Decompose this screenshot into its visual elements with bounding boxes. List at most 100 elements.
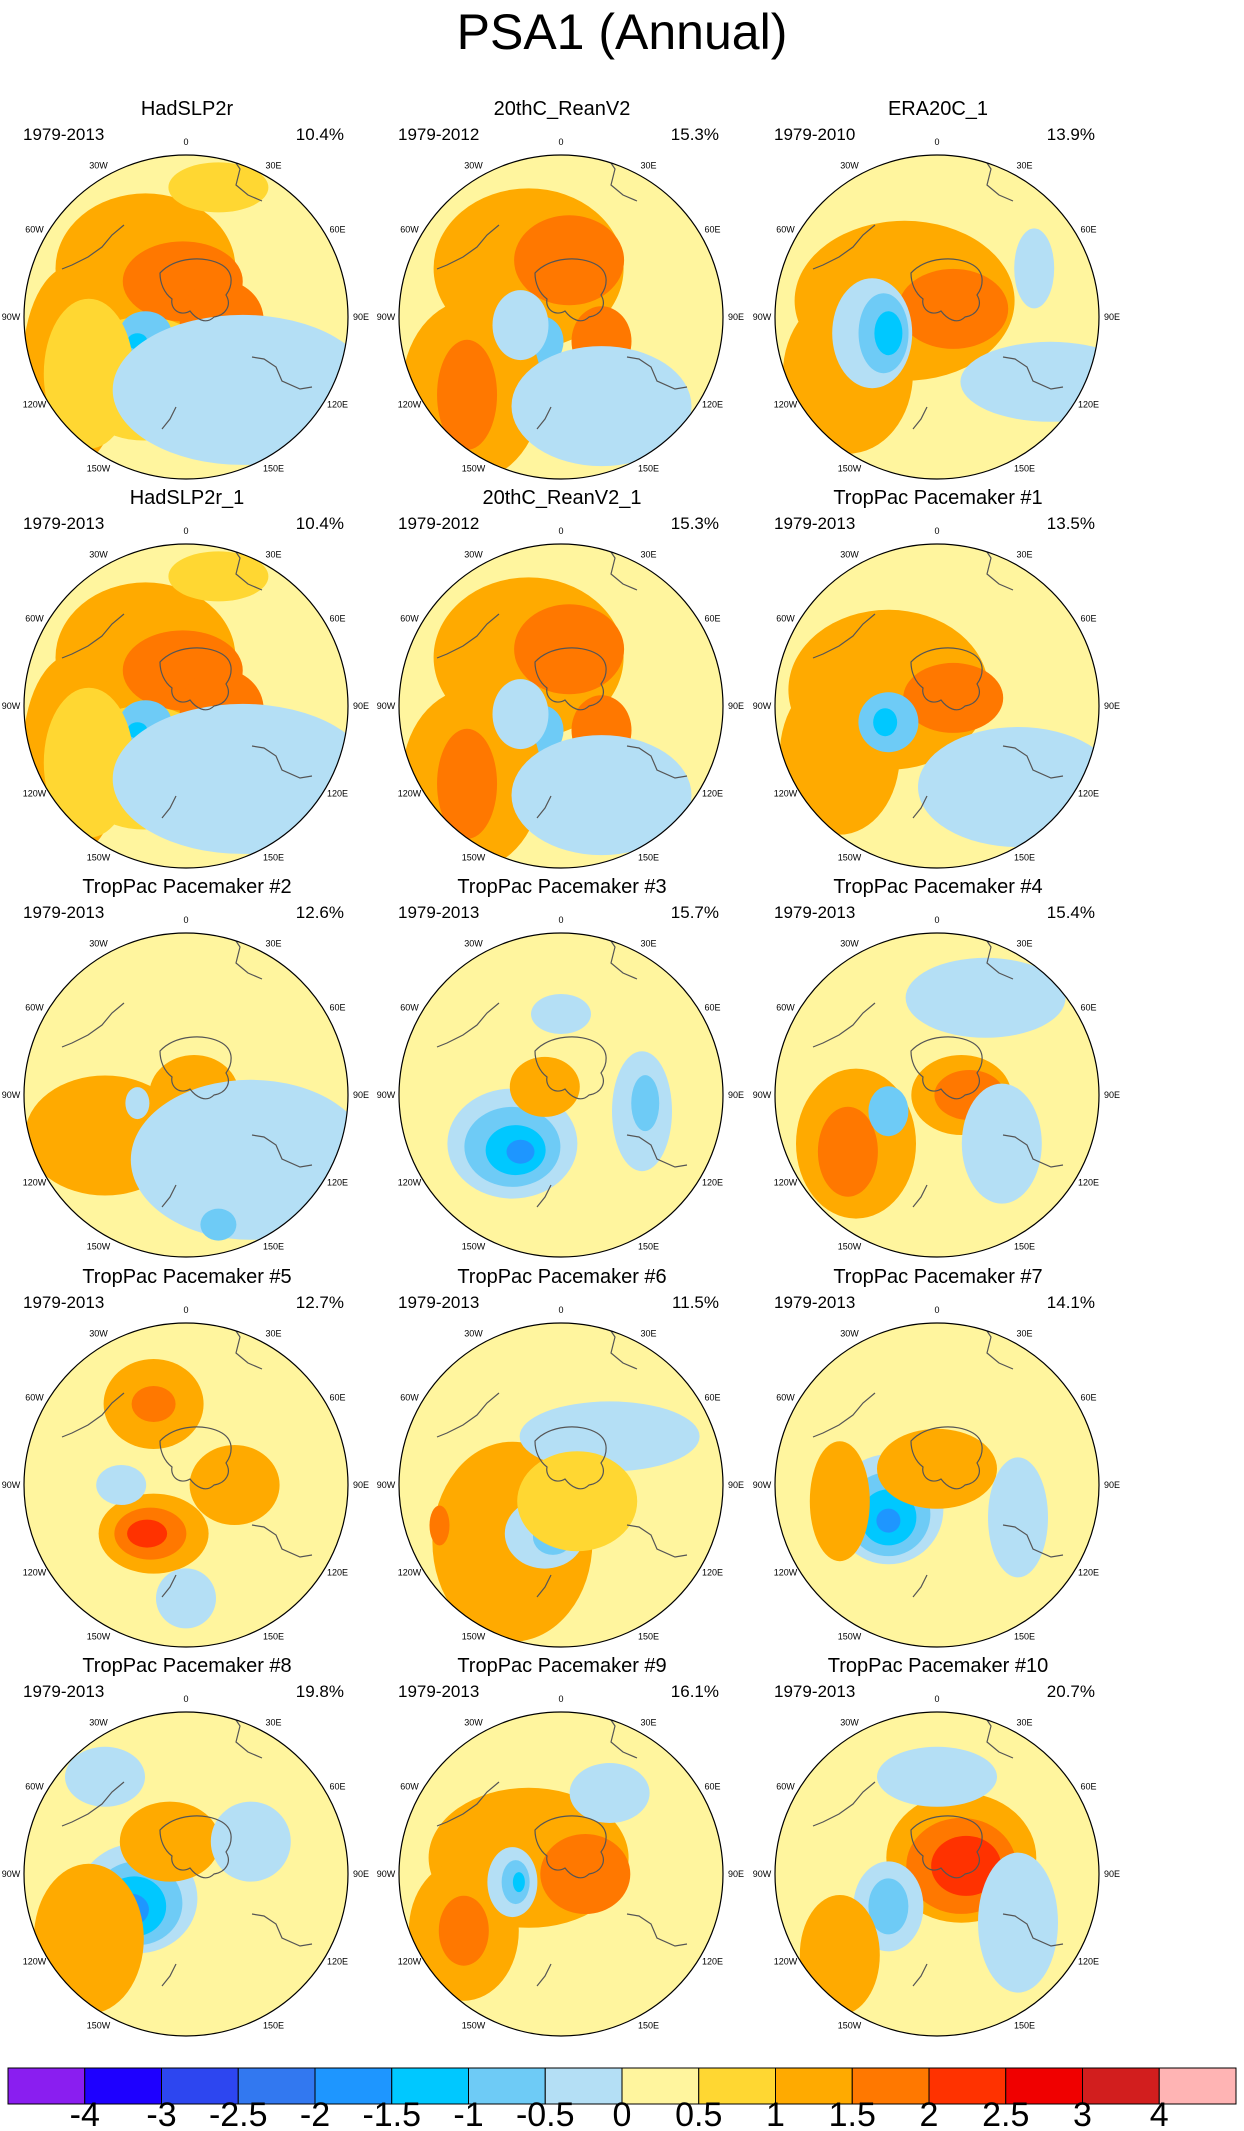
coastline-new-zealand [912, 1963, 928, 1987]
longitude-label: 120E [1078, 1957, 1099, 1967]
panel-period: 1979-2013 [398, 903, 480, 922]
contour-region [437, 339, 498, 450]
contour-region [961, 1083, 1042, 1204]
longitude-label: 30W [840, 938, 859, 948]
colorbar-label: -2.5 [209, 2096, 268, 2131]
coastline-south-america [812, 1392, 876, 1438]
map-border [23, 1711, 349, 2037]
panel-title: TropPac Pacemaker #5 [82, 1266, 292, 1288]
polar-map: 030E60E90E120E150E180150W120W90W60W30W [2, 526, 369, 869]
panel-period: 1979-2013 [398, 1682, 480, 1701]
coastline-antarctic-peninsula [534, 1815, 607, 1879]
longitude-label: 120E [702, 1178, 723, 1188]
longitude-label: 60E [1081, 614, 1097, 624]
longitude-label: 90E [1104, 1869, 1120, 1879]
panel-title: TropPac Pacemaker #7 [833, 1266, 1043, 1288]
coastline-australia [251, 1134, 313, 1168]
coastline-south-america [812, 224, 876, 270]
longitude-label: 120E [1078, 789, 1099, 799]
panel-title: TropPac Pacemaker #9 [457, 1655, 667, 1677]
map-panel: TropPac Pacemaker #2 1979-2013 12.6% 0 30E 60… [0, 875, 374, 1265]
panel-title: 20thC_ReanV2 [493, 98, 631, 120]
panel-title: TropPac Pacemaker #1 [833, 487, 1043, 509]
longitude-label: 30W [840, 549, 859, 559]
longitude-label: 30W [89, 1717, 108, 1727]
longitude-label: 150W [838, 464, 862, 474]
longitude-label: 90W [2, 312, 21, 322]
coastline-new-zealand [912, 406, 928, 430]
panel-variance-percent: 10.4% [295, 514, 344, 533]
panel-period: 1979-2010 [774, 125, 856, 144]
contour-region [809, 1441, 870, 1562]
longitude-label: 120E [1078, 1568, 1099, 1578]
longitude-label: 0 [558, 915, 563, 925]
contour-region [156, 1568, 216, 1629]
longitude-label: 60E [705, 1003, 721, 1013]
polar-map: 030E60E90E120E150E180150W120W90W60W30W [2, 1305, 369, 1648]
contour-region [168, 162, 269, 213]
panel-variance-percent: 15.4% [1046, 903, 1095, 922]
longitude-label: 0 [934, 526, 939, 536]
colorbar-swatch [468, 2067, 546, 2105]
panel-period: 1979-2013 [23, 514, 105, 533]
map-panel: TropPac Pacemaker #10 1979-2013 20.7% 0 30E 6… [751, 1654, 1125, 2044]
coastline-south-america [61, 1002, 125, 1048]
coastline-africa [231, 1324, 263, 1370]
coastline [61, 545, 313, 819]
panel-variance-percent: 15.3% [670, 125, 719, 144]
coastline-south-america [812, 1002, 876, 1048]
colorbar-label: -1 [453, 2096, 483, 2131]
longitude-label: 150W [838, 853, 862, 863]
longitude-label: 120W [23, 1957, 47, 1967]
coastline-africa [982, 934, 1014, 980]
longitude-label: 30W [464, 938, 483, 948]
colorbar-label: -1.5 [362, 2096, 421, 2131]
contour-region [514, 604, 625, 695]
coastline [812, 1324, 1064, 1598]
longitude-label: 150W [838, 1242, 862, 1252]
contour-region [531, 994, 591, 1034]
longitude-label: 0 [934, 1305, 939, 1315]
map-panel: TropPac Pacemaker #6 1979-2013 11.5% 0 30E 60… [375, 1265, 749, 1655]
longitude-label: 120E [702, 1957, 723, 1967]
panel-title: TropPac Pacemaker #2 [82, 876, 292, 898]
contour-region [873, 708, 898, 737]
coastline-africa [982, 1324, 1014, 1370]
longitude-label: 30W [464, 1717, 483, 1727]
longitude-label: 30W [840, 1328, 859, 1338]
longitude-label: 30E [1016, 938, 1032, 948]
longitude-label: 120W [23, 1178, 47, 1188]
longitude-label: 30W [89, 938, 108, 948]
map-panel: ERA20C_1 1979-2010 13.9% 0 30E 60E 90E 120E 150E… [751, 97, 1125, 487]
contour-region [817, 1106, 878, 1197]
longitude-label: 150W [838, 1632, 862, 1642]
longitude-label: 150W [87, 464, 111, 474]
polar-map: 030E60E90E120E150E180150W120W90W60W30W [377, 915, 744, 1258]
panel-title: 20thC_ReanV2_1 [482, 487, 642, 509]
panel-period: 1979-2013 [774, 1293, 856, 1312]
coastline-africa [231, 934, 263, 980]
contour-region [131, 1386, 176, 1422]
coastline [812, 156, 1064, 430]
longitude-label: 150W [87, 2021, 111, 2031]
coastline-new-zealand [912, 1184, 928, 1208]
longitude-label: 150E [263, 853, 284, 863]
panel-variance-percent: 15.7% [670, 903, 719, 922]
contour-region [905, 957, 1066, 1038]
coastline-antarctic-peninsula [534, 1036, 607, 1100]
polar-map: 030E60E90E120E150E180150W120W90W60W30W [753, 1694, 1120, 2037]
longitude-label: 90W [377, 312, 396, 322]
longitude-label: 60W [400, 225, 419, 235]
longitude-label: 60E [1081, 1393, 1097, 1403]
colorbar-swatch [775, 2067, 853, 2105]
longitude-label: 0 [183, 137, 188, 147]
coastline-new-zealand [161, 1184, 177, 1208]
polar-map: 030E60E90E120E150E180150W120W90W60W30W [753, 915, 1120, 1258]
longitude-label: 0 [183, 1694, 188, 1704]
polar-map: 030E60E90E120E150E180150W120W90W60W30W [377, 1305, 744, 1648]
coastline-africa [606, 1713, 638, 1759]
coastline-australia [1002, 1913, 1064, 1947]
coastline-africa [982, 156, 1014, 202]
contour-region [509, 1056, 580, 1117]
panel-period: 1979-2013 [23, 903, 105, 922]
